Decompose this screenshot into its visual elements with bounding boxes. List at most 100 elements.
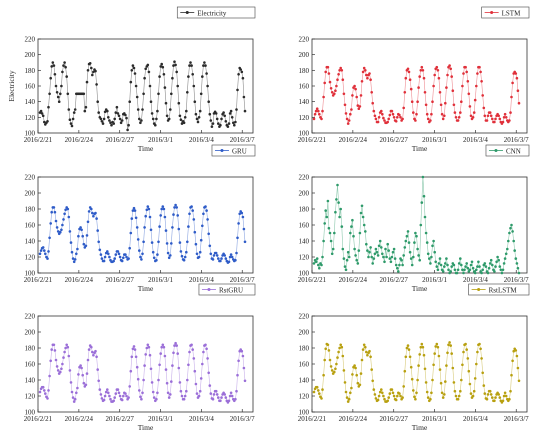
legend: RstGRU — [198, 283, 256, 296]
data-point — [334, 89, 337, 92]
data-point — [165, 114, 169, 118]
data-point — [151, 390, 155, 394]
data-point — [346, 122, 350, 125]
data-point — [191, 209, 194, 212]
x-tick-label: 2016/3/1 — [148, 276, 173, 284]
x-tick-label: 2016/3/4 — [189, 276, 214, 284]
data-point — [441, 117, 445, 121]
data-point — [39, 109, 43, 113]
y-tick-label: 200 — [25, 329, 36, 337]
y-tick-label: 120 — [299, 254, 310, 262]
data-point — [230, 255, 234, 259]
data-point — [398, 392, 401, 395]
data-point — [71, 117, 75, 121]
data-point — [82, 92, 86, 96]
data-point — [419, 223, 423, 227]
data-point — [468, 382, 472, 386]
data-point — [421, 69, 425, 72]
data-point — [64, 65, 67, 69]
data-point — [501, 120, 505, 124]
data-point — [503, 391, 507, 395]
data-point — [470, 260, 474, 264]
data-point — [429, 262, 432, 265]
data-point — [473, 98, 477, 102]
data-point — [170, 92, 173, 96]
data-point — [478, 342, 481, 346]
data-point — [414, 119, 417, 122]
data-point — [179, 389, 183, 393]
data-point — [459, 389, 462, 393]
data-point — [187, 225, 190, 228]
data-point — [210, 125, 214, 128]
data-point — [401, 396, 404, 399]
data-point — [124, 113, 127, 117]
data-point — [349, 391, 352, 395]
data-point — [67, 354, 71, 358]
y-tick-label: 120 — [25, 114, 36, 122]
data-point — [328, 231, 332, 235]
data-point — [125, 116, 128, 120]
data-point — [157, 92, 160, 96]
data-point — [515, 76, 519, 80]
data-point — [134, 216, 138, 220]
chart-panel-gru: 100 120 140 160 180 200 220 2016/2/21 2016/2/24 2… — [24, 144, 256, 293]
data-point — [488, 111, 492, 114]
data-point — [177, 227, 181, 231]
chart-panel-cnn: 100 120 140 160 180 200 220 2016/2/21 2016/2/24 2… — [298, 144, 530, 293]
data-point — [493, 270, 496, 273]
data-point — [48, 92, 51, 96]
data-point — [457, 116, 461, 119]
data-point — [327, 226, 331, 230]
data-point — [353, 364, 356, 367]
data-point — [333, 370, 336, 374]
data-point — [423, 215, 427, 219]
data-point — [155, 397, 158, 401]
data-point — [481, 371, 485, 375]
data-point — [148, 353, 152, 357]
chart-panel-electricity: 100 120 140 160 180 200 220 2016/2/21 2016/2/24 2… — [7, 6, 256, 153]
data-point — [388, 113, 392, 117]
data-point — [449, 344, 453, 347]
data-point — [70, 390, 74, 394]
data-point — [172, 351, 175, 355]
data-point — [48, 374, 51, 378]
data-point — [73, 397, 77, 401]
data-point — [509, 111, 512, 114]
data-point — [129, 80, 133, 84]
x-tick-label: 2016/2/24 — [65, 136, 94, 144]
data-point — [217, 122, 220, 125]
data-point — [96, 100, 99, 103]
data-point — [435, 65, 439, 69]
data-point — [420, 65, 424, 69]
y-tick-label: 160 — [299, 361, 310, 369]
data-point — [54, 219, 58, 223]
data-point — [211, 122, 215, 125]
data-point — [84, 244, 88, 248]
data-point — [512, 239, 515, 243]
data-point — [143, 364, 146, 367]
legend-label: LSTM — [502, 9, 521, 17]
data-point — [187, 363, 190, 367]
data-point — [179, 250, 183, 253]
data-point — [322, 95, 325, 99]
x-tick-label: 2016/3/1 — [422, 415, 447, 423]
y-tick-label: 220 — [299, 174, 310, 182]
data-point — [162, 207, 166, 211]
data-point — [205, 209, 208, 212]
data-point — [425, 112, 429, 116]
data-point — [504, 116, 508, 119]
data-point — [372, 257, 376, 260]
data-point — [480, 80, 483, 83]
chart-panel-lstm: 100 120 140 160 180 200 220 2016/2/21 2016/2/24 2… — [298, 6, 530, 153]
data-point — [130, 355, 134, 359]
data-point — [445, 257, 448, 260]
data-point — [53, 73, 57, 76]
data-point — [460, 100, 463, 103]
data-point — [448, 64, 451, 67]
data-point — [446, 351, 449, 355]
data-point — [375, 250, 379, 254]
data-point — [177, 101, 181, 105]
data-point — [360, 80, 364, 83]
data-point — [182, 121, 186, 125]
data-point — [97, 379, 100, 383]
